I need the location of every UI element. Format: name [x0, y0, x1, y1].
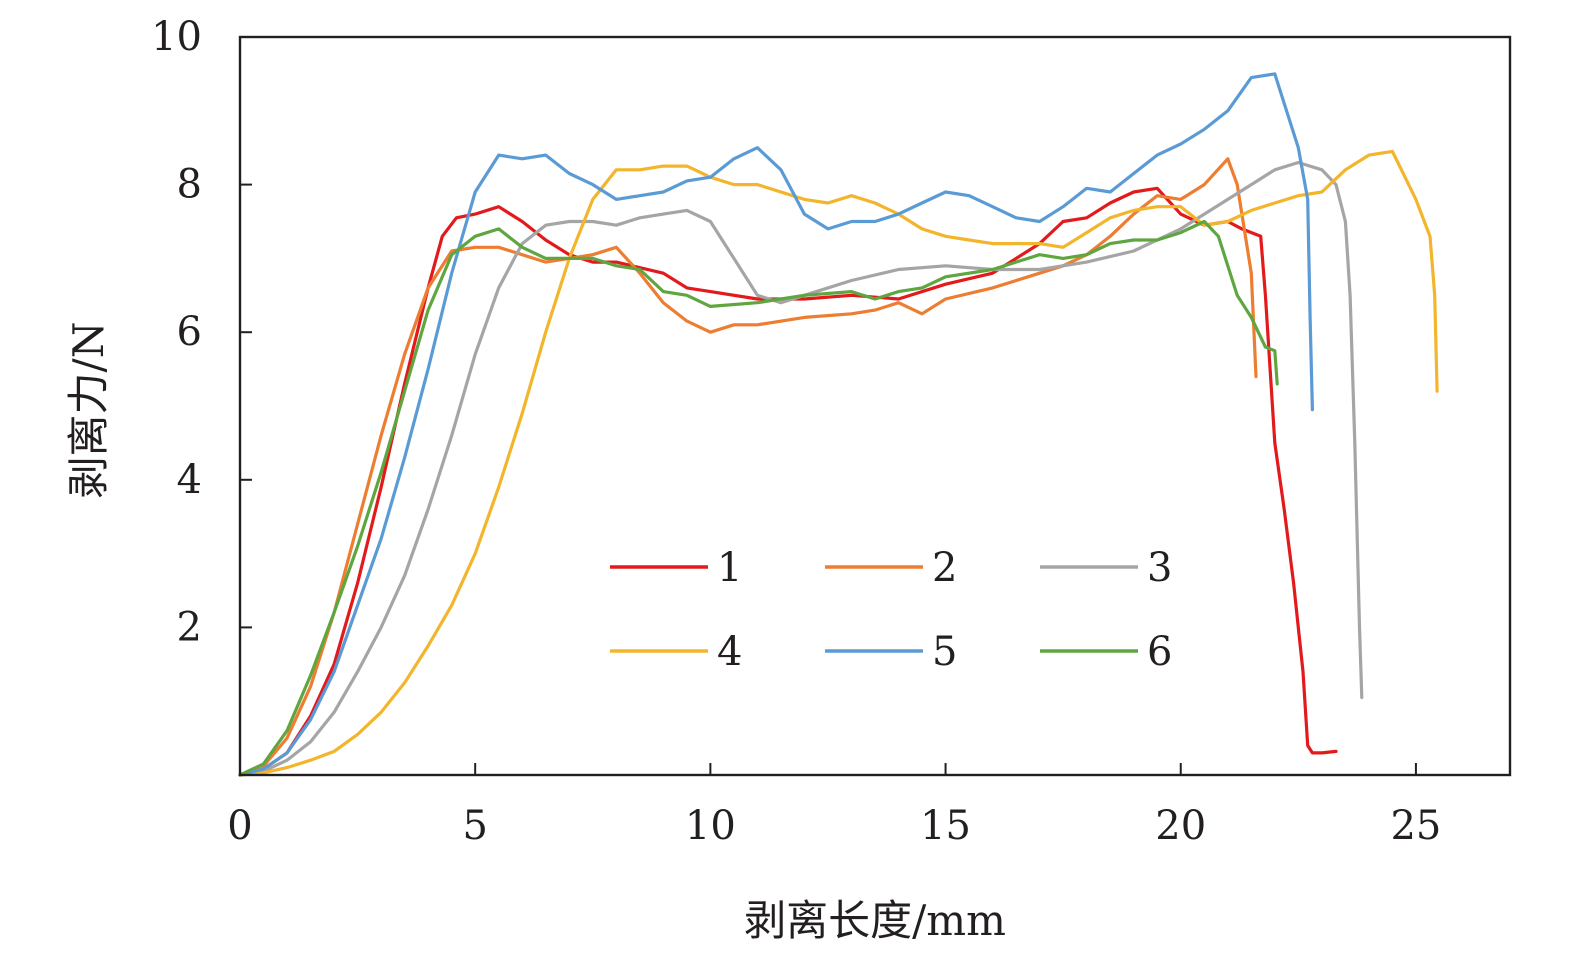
- x-tick-label: 25: [1390, 803, 1441, 849]
- y-tick-label: 2: [177, 604, 202, 650]
- legend-label: 4: [717, 629, 742, 675]
- legend-item-2: 2: [825, 545, 957, 591]
- legend-item-3: 3: [1040, 545, 1172, 591]
- legend-label: 1: [717, 545, 742, 591]
- legend-item-6: 6: [1040, 629, 1172, 675]
- series-line-5: [238, 72, 1314, 777]
- legend-label: 5: [932, 629, 957, 675]
- legend-label: 6: [1147, 629, 1172, 675]
- plot-area-frame: [238, 35, 1512, 777]
- y-tick-label: 4: [177, 457, 202, 503]
- x-tick-label: 5: [462, 803, 487, 849]
- x-tick-label: 0: [227, 803, 252, 849]
- x-tick-label: 15: [920, 803, 971, 849]
- x-tick-label: 20: [1155, 803, 1206, 849]
- legend-label: 3: [1147, 545, 1172, 591]
- y-tick-label: 8: [177, 162, 202, 208]
- legend-label: 2: [932, 545, 957, 591]
- legend-item-4: 4: [610, 629, 742, 675]
- legend-item-5: 5: [825, 629, 957, 675]
- y-tick-label: 6: [177, 309, 202, 355]
- legend-item-1: 1: [610, 545, 742, 591]
- x-tick-label: 10: [685, 803, 736, 849]
- x-axis-title: 剥离长度/mm: [744, 896, 1006, 945]
- y-tick-label: 10: [151, 14, 202, 60]
- y-axis-title: 剥离力/N: [64, 322, 113, 499]
- series-layer: [238, 72, 1439, 777]
- series-line-4: [238, 149, 1439, 777]
- legend: 1 2 3 4 5 6: [610, 545, 1172, 675]
- series-line-3: [238, 160, 1364, 777]
- series-line-6: [238, 219, 1279, 777]
- series-line-1: [238, 186, 1338, 777]
